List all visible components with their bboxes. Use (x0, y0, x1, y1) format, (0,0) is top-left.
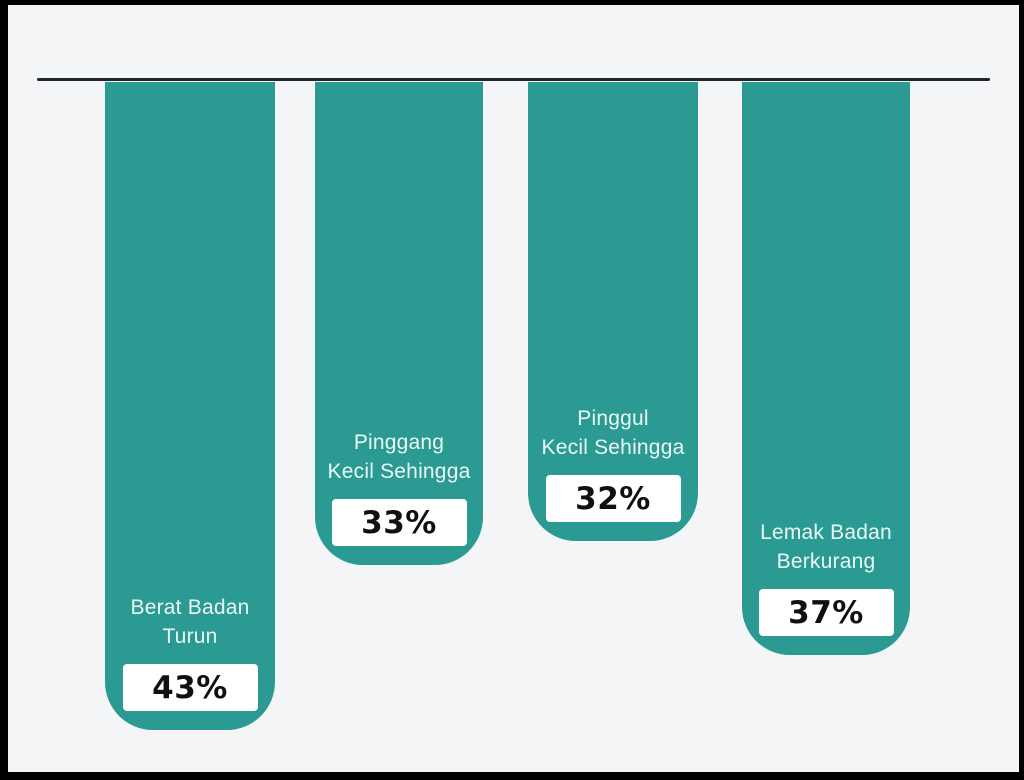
baseline (37, 78, 990, 81)
bar-label: Berat Badan Turun (130, 596, 250, 648)
bar-4: Lemak Badan Berkurang 37% (742, 82, 910, 655)
bar-value-badge: 32% (545, 475, 681, 522)
bar-3: Pinggul Kecil Sehingga 32% (528, 82, 698, 541)
bar-label: Pinggul Kecil Sehingga (541, 407, 685, 459)
bar-2: Pinggang Kecil Sehingga 33% (315, 82, 483, 565)
bar-value-badge: 33% (331, 499, 467, 546)
bar-1: Berat Badan Turun 43% (105, 82, 275, 730)
bar-value-badge: 37% (758, 589, 894, 636)
bar-value-badge: 43% (122, 664, 258, 711)
bar-label: Lemak Badan Berkurang (760, 521, 892, 573)
bar-label: Pinggang Kecil Sehingga (327, 431, 471, 483)
